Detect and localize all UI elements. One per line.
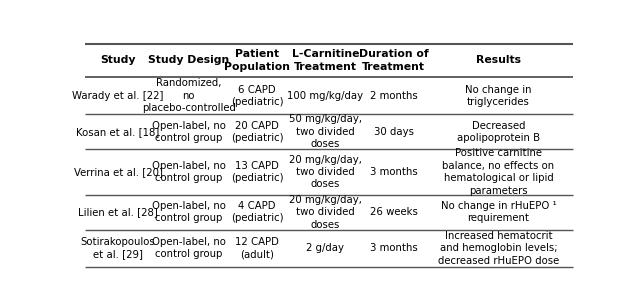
Text: 12 CAPD
(adult): 12 CAPD (adult) [235,237,279,259]
Text: Warady et al. [22]: Warady et al. [22] [73,91,164,101]
Text: Duration of
Treatment: Duration of Treatment [359,49,428,72]
Text: Verrina et al. [20]: Verrina et al. [20] [74,167,162,177]
Text: Study: Study [100,56,136,66]
Text: Open-label, no
control group: Open-label, no control group [152,237,226,259]
Text: Positive carnitine
balance, no effects on
hematological or lipid
parameters: Positive carnitine balance, no effects o… [442,149,555,196]
Text: 20 mg/kg/day,
two divided
doses: 20 mg/kg/day, two divided doses [289,155,362,189]
Text: 20 CAPD
(pediatric): 20 CAPD (pediatric) [230,120,283,143]
Text: 3 months: 3 months [370,167,417,177]
Text: Study Design: Study Design [148,56,229,66]
Text: Open-label, no
control group: Open-label, no control group [152,161,226,183]
Text: Randomized,
no
placebo-controlled: Randomized, no placebo-controlled [142,78,236,113]
Text: Open-label, no
control group: Open-label, no control group [152,201,226,223]
Text: 3 months: 3 months [370,243,417,253]
Text: 100 mg/kg/day: 100 mg/kg/day [288,91,363,101]
Text: Open-label, no
control group: Open-label, no control group [152,120,226,143]
Text: L-Carnitine
Treatment: L-Carnitine Treatment [291,49,359,72]
Text: 13 CAPD
(pediatric): 13 CAPD (pediatric) [230,161,283,183]
Text: Kosan et al. [18]: Kosan et al. [18] [76,127,160,137]
Text: 50 mg/kg/day,
two divided
doses: 50 mg/kg/day, two divided doses [289,114,362,149]
Text: 4 CAPD
(pediatric): 4 CAPD (pediatric) [230,201,283,223]
Text: 26 weeks: 26 weeks [370,207,417,217]
Text: 6 CAPD
(pediatric): 6 CAPD (pediatric) [230,84,283,107]
Text: Lilien et al. [28]: Lilien et al. [28] [78,207,158,217]
Text: No change in
triglycerides: No change in triglycerides [465,84,532,107]
Text: Patient
Population: Patient Population [224,49,290,72]
Text: 30 days: 30 days [374,127,413,137]
Text: 2 months: 2 months [370,91,417,101]
Text: Increased hematocrit
and hemoglobin levels;
decreased rHuEPO dose: Increased hematocrit and hemoglobin leve… [438,231,559,266]
Text: 2 g/day: 2 g/day [306,243,344,253]
Text: No change in rHuEPO ¹
requirement: No change in rHuEPO ¹ requirement [440,201,557,223]
Text: Sotirakopoulos
et al. [29]: Sotirakopoulos et al. [29] [81,237,155,259]
Text: Results: Results [476,56,521,66]
Text: Decreased
apolipoprotein B: Decreased apolipoprotein B [457,120,540,143]
Text: 20 mg/kg/day,
two divided
doses: 20 mg/kg/day, two divided doses [289,195,362,230]
